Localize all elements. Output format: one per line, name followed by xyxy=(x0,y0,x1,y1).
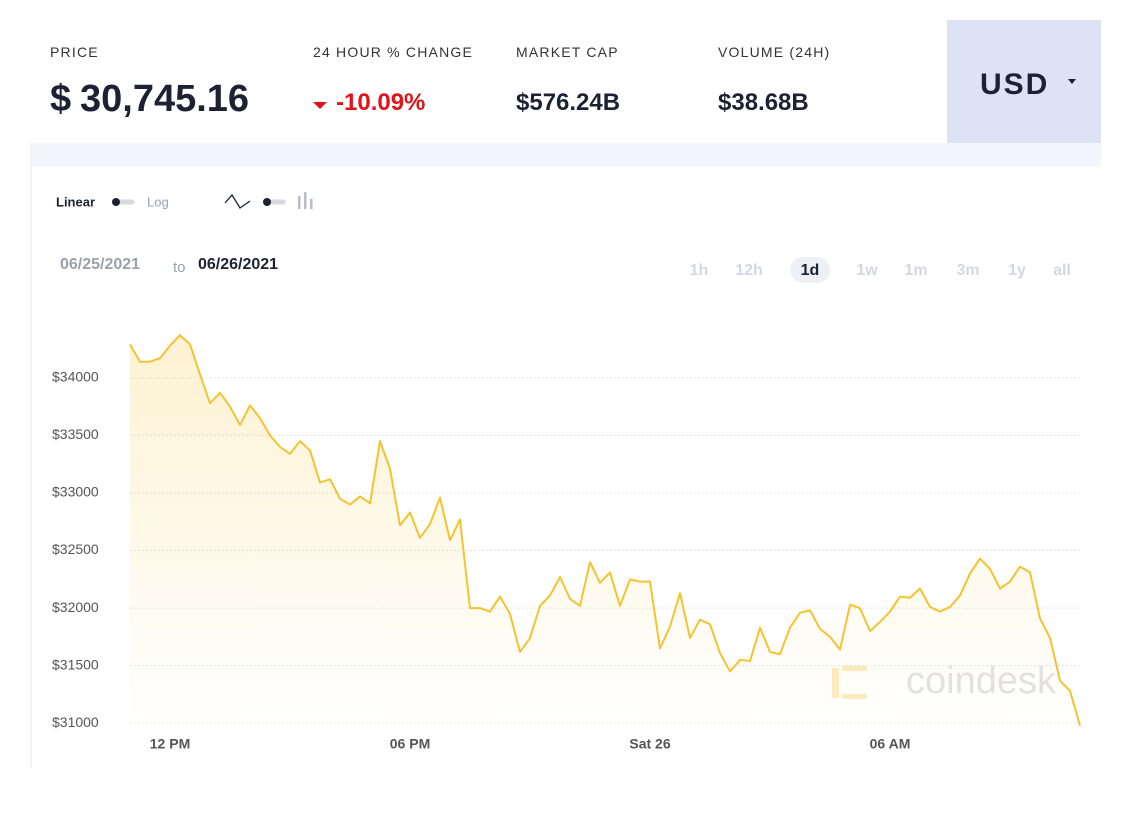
volume-label: VOLUME (24H) xyxy=(718,44,831,60)
y-tick-label: $33500 xyxy=(52,426,99,442)
y-tick-label: $32000 xyxy=(52,599,99,615)
date-to-word: to xyxy=(173,259,186,276)
area-fill xyxy=(130,335,1080,729)
y-tick-label: $33000 xyxy=(52,484,99,500)
range-button[interactable]: 1h xyxy=(690,262,709,279)
currency: USD xyxy=(980,68,1050,101)
x-tick-label: 12 PM xyxy=(150,736,190,752)
change: -10.09% xyxy=(336,89,426,116)
toggle-knob xyxy=(112,198,120,206)
currency-symbol: $ xyxy=(50,78,72,120)
range-button[interactable]: 3m xyxy=(956,262,979,279)
date-to[interactable]: 06/26/2021 xyxy=(198,256,278,273)
range-button[interactable]: 1w xyxy=(856,262,878,279)
range-button[interactable]: 1d xyxy=(801,262,820,279)
range-button[interactable]: 12h xyxy=(735,262,763,279)
y-tick-label: $31500 xyxy=(52,656,99,672)
caret xyxy=(1068,79,1076,84)
bar-icon[interactable] xyxy=(298,192,313,209)
down-arrow xyxy=(313,102,327,109)
market-cap: $576.24B xyxy=(516,89,621,116)
left-edge xyxy=(30,167,32,768)
price-line xyxy=(129,334,1081,726)
market-cap-label: MARKET CAP xyxy=(516,44,619,60)
x-tick-label: 06 AM xyxy=(870,736,911,752)
header-card: PRICE $ 30,745.16 24 HOUR % CHANGE -10.0… xyxy=(30,20,1101,143)
log-label[interactable]: Log xyxy=(147,194,169,209)
x-tick-label: Sat 26 xyxy=(629,736,670,752)
date-from[interactable]: 06/25/2021 xyxy=(60,256,140,273)
range-button[interactable]: all xyxy=(1053,262,1071,279)
range-selected-bg xyxy=(790,257,830,283)
volume: $38.68B xyxy=(718,89,809,116)
divider-band xyxy=(30,143,1101,167)
x-tick-label: 06 PM xyxy=(390,736,430,752)
y-tick-label: $31000 xyxy=(52,714,99,730)
range-button[interactable]: 1m xyxy=(904,262,927,279)
y-tick-label: $34000 xyxy=(52,369,99,385)
currency-select[interactable]: USD xyxy=(947,20,1101,143)
line-icon[interactable] xyxy=(224,193,251,209)
range-button[interactable]: 1y xyxy=(1008,262,1026,279)
linear-label[interactable]: Linear xyxy=(56,194,95,209)
price-label: PRICE xyxy=(50,44,99,60)
change-label: 24 HOUR % CHANGE xyxy=(313,44,474,60)
toggle-knob xyxy=(263,198,271,206)
price: 30,745.16 xyxy=(80,78,250,120)
y-tick-label: $32500 xyxy=(52,541,99,557)
